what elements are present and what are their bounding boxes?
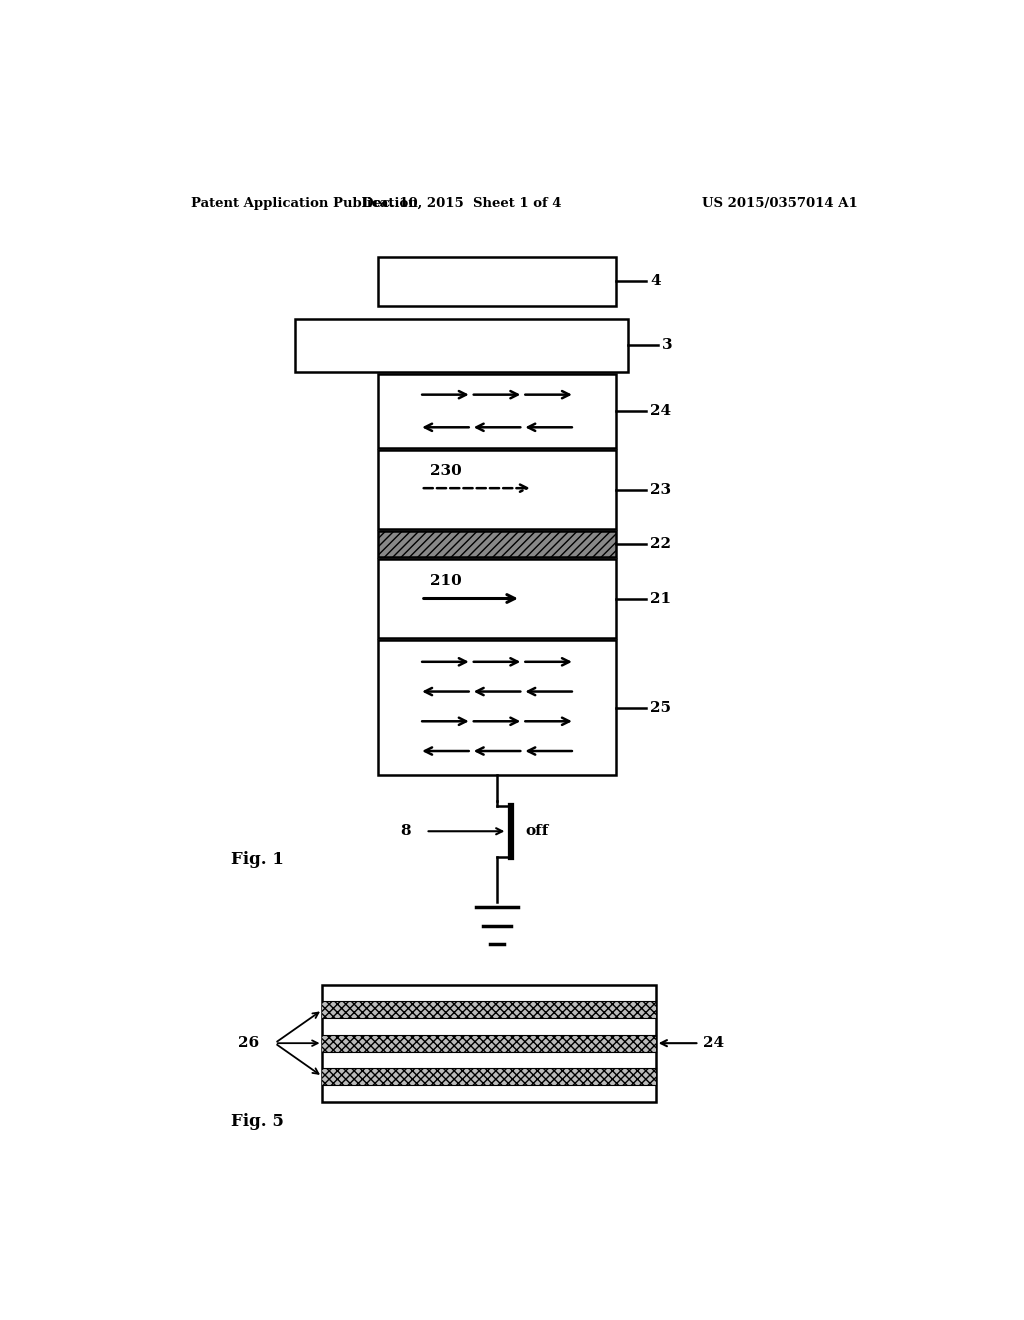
Text: Dec. 10, 2015  Sheet 1 of 4: Dec. 10, 2015 Sheet 1 of 4 [361, 197, 561, 210]
Text: 23: 23 [650, 483, 672, 496]
Text: 25: 25 [650, 701, 671, 714]
Bar [323, 1002, 655, 1018]
Text: 4: 4 [650, 275, 660, 288]
Text: US 2015/0357014 A1: US 2015/0357014 A1 [702, 197, 858, 210]
Text: 22: 22 [650, 537, 671, 552]
Text: 24: 24 [650, 404, 672, 418]
Bar [378, 532, 616, 557]
Text: 26: 26 [238, 1036, 259, 1051]
Text: 24: 24 [703, 1036, 725, 1051]
Bar [378, 450, 616, 529]
Bar [323, 1068, 655, 1085]
Text: Patent Application Publication: Patent Application Publication [191, 197, 418, 210]
Bar [378, 257, 616, 306]
Bar [378, 558, 616, 638]
Bar [323, 985, 655, 1102]
Text: Fig. 1: Fig. 1 [231, 851, 284, 869]
Bar [378, 640, 616, 775]
Bar [295, 319, 628, 372]
Bar [323, 1035, 655, 1052]
Text: 3: 3 [663, 338, 673, 352]
Text: 8: 8 [400, 824, 412, 838]
Text: 21: 21 [650, 591, 672, 606]
Text: off: off [525, 824, 549, 838]
Text: Fig. 5: Fig. 5 [231, 1114, 284, 1130]
Text: 230: 230 [430, 465, 462, 478]
Bar [378, 374, 616, 447]
Text: 210: 210 [430, 574, 462, 589]
